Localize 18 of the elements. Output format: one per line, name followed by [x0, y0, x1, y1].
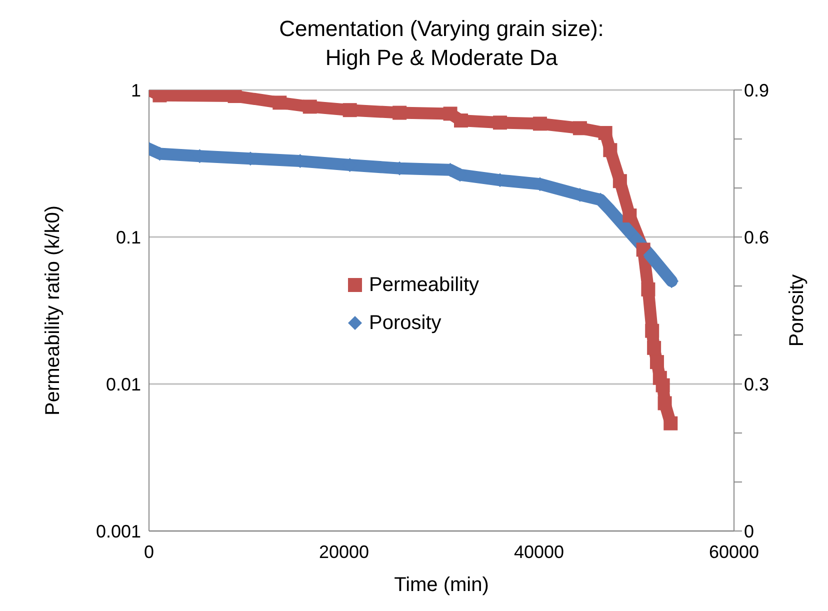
- x-tick-label: 0: [144, 542, 154, 562]
- y2-axis-title: Porosity: [786, 274, 808, 347]
- y-tick-label: 0.1: [116, 227, 141, 248]
- x-tick-label: 20000: [318, 542, 370, 562]
- y-tick-label: 0.01: [106, 374, 141, 394]
- y2-tick-label: 0.3: [744, 374, 770, 394]
- legend-label: Porosity: [369, 311, 442, 336]
- y-tick-label: 1: [130, 80, 141, 100]
- y2-tick-label: 0.9: [744, 80, 770, 100]
- y-tick-label: 0.001: [96, 521, 141, 542]
- x-tick-label: 40000: [514, 542, 564, 562]
- y2-tick-label: 0: [744, 521, 754, 542]
- y2-tick-label: 0.6: [744, 227, 770, 248]
- y-axis-title: Permeability ratio (k/k0): [42, 205, 64, 416]
- x-axis-title: Time (min): [394, 574, 489, 596]
- chart-title: Cementation (Varying grain size): High Pe & Moderate Da: [278, 15, 605, 72]
- x-tick-label: 60000: [708, 542, 760, 562]
- legend-label: Permeability: [369, 273, 480, 298]
